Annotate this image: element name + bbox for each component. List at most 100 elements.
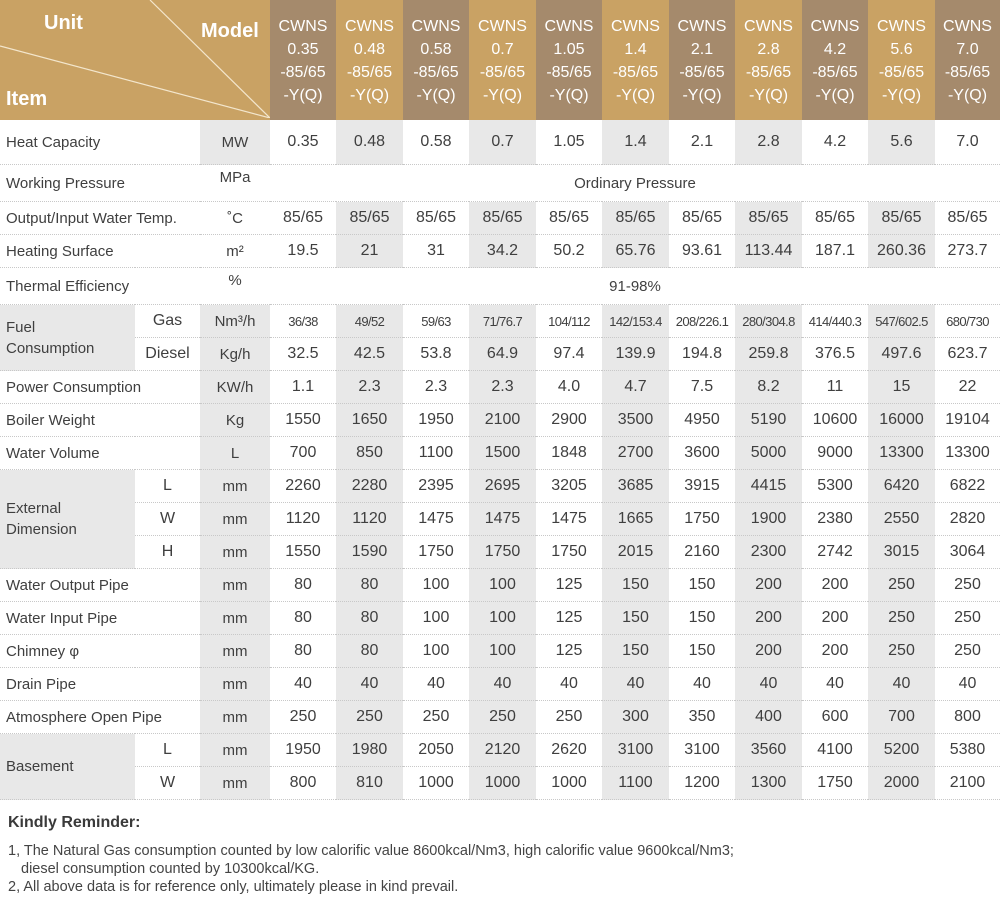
- value-cell: 1900: [735, 502, 802, 536]
- model-name-line: -85/65: [413, 64, 459, 81]
- model-name-line: 0.58: [420, 41, 452, 58]
- value-cell: 6822: [935, 469, 1000, 503]
- value-cell: 40: [536, 667, 602, 701]
- row-label: Atmosphere Open Pipe: [0, 700, 200, 734]
- value-cell: 0.7: [469, 120, 536, 165]
- value-cell: 810: [336, 766, 403, 800]
- value-cell: 7.0: [935, 120, 1000, 165]
- table-body: Heat Capacity MW 0.35 0.48 0.58 0.7 1.05 1.4 2.1…: [0, 120, 1000, 800]
- value-cell: 1950: [403, 403, 469, 437]
- value-cell: 34.2: [469, 234, 536, 268]
- value-cell: 80: [336, 568, 403, 602]
- value-cell: 85/65: [270, 201, 336, 235]
- value-cell: 414/440.3: [802, 304, 868, 338]
- value-cell: 1100: [403, 436, 469, 470]
- value-cell: 250: [935, 634, 1000, 668]
- table-row: Heat Capacity MW 0.35 0.48 0.58 0.7 1.05 1.4 2.1…: [0, 120, 1000, 165]
- table-row: Heating Surface m² 19.5 21 31 34.2 50.2 65.76 93…: [0, 234, 1000, 268]
- model-header-cell: CWNS 2.8 -85/65 -Y(Q): [735, 0, 802, 120]
- value-cell: 93.61: [669, 234, 735, 268]
- row-sub-label: W: [135, 502, 200, 536]
- model-name-line: 7.0: [956, 41, 979, 58]
- value-cell: 4.0: [536, 370, 602, 404]
- value-cell: 85/65: [735, 201, 802, 235]
- value-cell: 1500: [469, 436, 536, 470]
- value-cell: 53.8: [403, 337, 469, 371]
- value-cell: 150: [602, 634, 669, 668]
- unit-cell: mm: [200, 601, 270, 635]
- value-cell: 1665: [602, 502, 669, 536]
- value-cell: 1550: [270, 535, 336, 569]
- value-cell: 1475: [536, 502, 602, 536]
- row-sub-label: H: [135, 535, 200, 569]
- value-cell: 49/52: [336, 304, 403, 338]
- value-cell: 150: [669, 568, 735, 602]
- value-cell: 350: [669, 700, 735, 734]
- model-name-line: -85/65: [280, 64, 326, 81]
- model-name-line: 0.7: [491, 41, 514, 58]
- table-row: Water Volume L 700 850 1100 1500 1848 2700 3600 5…: [0, 436, 1000, 470]
- unit-cell: MPa: [200, 164, 270, 202]
- reminder-line: diesel consumption counted by 10300kcal/…: [21, 861, 320, 877]
- value-cell: 40: [669, 667, 735, 701]
- value-cell: 200: [802, 634, 868, 668]
- value-cell: 0.58: [403, 120, 469, 165]
- value-cell: 250: [868, 601, 935, 635]
- value-cell: 200: [802, 601, 868, 635]
- model-name-line: -Y(Q): [349, 87, 390, 104]
- value-cell: 9000: [802, 436, 868, 470]
- unit-cell: mm: [200, 634, 270, 668]
- value-cell: 36/38: [270, 304, 336, 338]
- value-cell: 21: [336, 234, 403, 268]
- value-cell: 80: [270, 634, 336, 668]
- model-name-line: -Y(Q): [947, 87, 988, 104]
- model-name-line: CWNS: [744, 18, 793, 35]
- model-header-cell: CWNS 7.0 -85/65 -Y(Q): [935, 0, 1000, 120]
- value-cell: 850: [336, 436, 403, 470]
- value-cell: 85/65: [336, 201, 403, 235]
- table-row: Chimney φ mm 80 80 100 100 125 150 150 200 200 250 2…: [0, 634, 1000, 668]
- model-name-line: CWNS: [544, 18, 594, 35]
- value-cell: 40: [602, 667, 669, 701]
- value-cell: 85/65: [868, 201, 935, 235]
- value-cell: 2015: [602, 535, 669, 569]
- value-cell: 2620: [536, 733, 602, 767]
- value-cell: 1120: [336, 502, 403, 536]
- value-cell: 71/76.7: [469, 304, 536, 338]
- table-row: Water Output Pipe mm 80 80 100 100 125 150 150 20…: [0, 568, 1000, 602]
- row-sub-label: L: [135, 733, 200, 767]
- value-cell: 100: [403, 634, 469, 668]
- unit-cell: mm: [200, 502, 270, 536]
- table-row: Working Pressure MPa Ordinary Pressure: [0, 164, 1000, 202]
- value-cell: 1750: [403, 535, 469, 569]
- model-header-cell: CWNS 0.7 -85/65 -Y(Q): [469, 0, 536, 120]
- value-cell: 2300: [735, 535, 802, 569]
- value-cell: 4415: [735, 469, 802, 503]
- value-cell: 125: [536, 634, 602, 668]
- value-cell: 1848: [536, 436, 602, 470]
- value-cell: 2695: [469, 469, 536, 503]
- value-cell: 100: [469, 634, 536, 668]
- value-cell: 1750: [536, 535, 602, 569]
- value-cell: 40: [403, 667, 469, 701]
- value-cell: 208/226.1: [669, 304, 735, 338]
- value-cell: 7.5: [669, 370, 735, 404]
- model-name-line: 1.4: [624, 41, 647, 58]
- value-cell: 65.76: [602, 234, 669, 268]
- model-name-line: -Y(Q): [549, 87, 589, 104]
- model-name-line: CWNS: [810, 18, 860, 35]
- value-cell: 1300: [735, 766, 802, 800]
- value-cell: 150: [669, 634, 735, 668]
- value-cell: 13300: [868, 436, 935, 470]
- value-cell: 32.5: [270, 337, 336, 371]
- value-cell: 5000: [735, 436, 802, 470]
- value-cell: 2380: [802, 502, 868, 536]
- value-cell: 2820: [935, 502, 1000, 536]
- value-cell: 50.2: [536, 234, 602, 268]
- value-cell: 40: [735, 667, 802, 701]
- value-cell: 250: [469, 700, 536, 734]
- value-cell: 40: [802, 667, 868, 701]
- value-cell: 273.7: [935, 234, 1000, 268]
